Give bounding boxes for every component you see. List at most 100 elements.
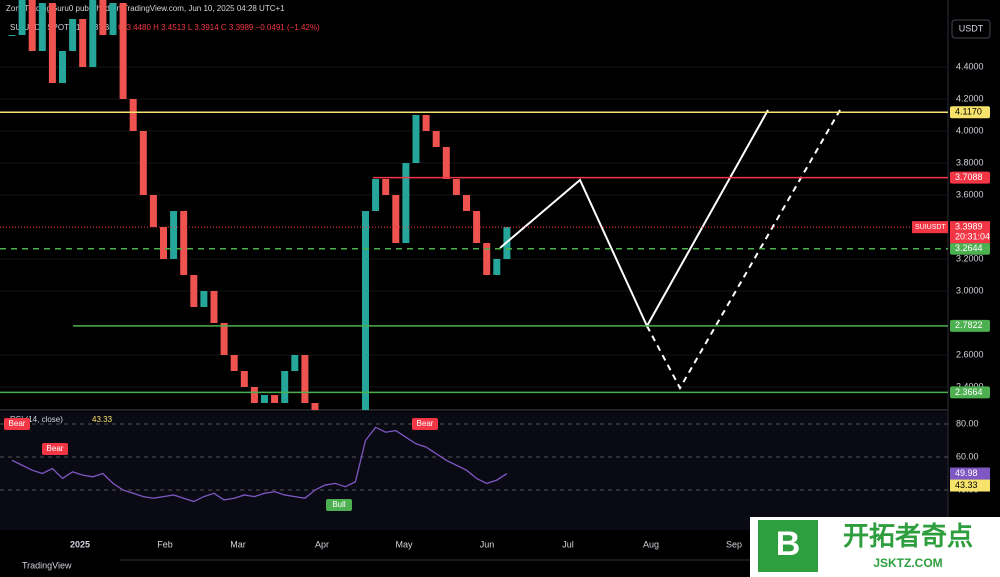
price-label: 3.0000 xyxy=(956,285,984,295)
time-label: Feb xyxy=(157,539,173,549)
time-label: Sep xyxy=(726,539,742,549)
level-tag xyxy=(950,242,990,255)
candle xyxy=(119,3,127,99)
candle xyxy=(422,115,430,131)
current-price-tag xyxy=(950,221,990,244)
candle xyxy=(463,195,470,211)
projection-dashed xyxy=(646,109,841,391)
signal-tag xyxy=(4,418,30,430)
candle xyxy=(38,3,46,51)
price-label: 4.2000 xyxy=(956,93,984,103)
candle xyxy=(149,195,157,227)
watermark-logo xyxy=(758,520,818,572)
time-label: 2025 xyxy=(70,539,90,549)
candle xyxy=(432,131,440,147)
candle xyxy=(18,0,26,35)
candle xyxy=(200,291,208,307)
candle xyxy=(402,163,410,243)
current-symbol: SUIUSDT xyxy=(915,224,946,231)
candle xyxy=(28,0,36,51)
candle xyxy=(240,371,248,387)
level-label: 2.3664 xyxy=(955,387,983,397)
candle xyxy=(99,0,107,35)
rsi-axis-label: 60.00 xyxy=(956,451,979,461)
candle xyxy=(129,99,137,131)
candle xyxy=(210,291,218,323)
candle xyxy=(493,259,501,275)
candle xyxy=(261,395,268,403)
signal-tag xyxy=(42,443,68,455)
signal-label: Bear xyxy=(9,419,26,428)
price-label: 3.8000 xyxy=(956,157,984,167)
countdown: 20:31:04 xyxy=(955,232,990,242)
candle xyxy=(382,179,390,195)
rsi-ma-value: 43.33 xyxy=(955,480,978,490)
rsi-axis-label: 80.00 xyxy=(956,418,979,428)
level-tag xyxy=(950,386,990,399)
rsi-pane xyxy=(0,412,948,530)
watermark-name: 开拓者奇点 xyxy=(843,521,973,551)
price-label: 3.6000 xyxy=(956,189,984,199)
candle xyxy=(442,147,450,179)
current-price: 3.3989 xyxy=(955,222,983,232)
currency[interactable]: USDT xyxy=(959,23,984,33)
price-label: 2.4000 xyxy=(956,381,984,391)
candle xyxy=(291,355,299,371)
candle xyxy=(473,211,481,243)
watermark-url: JSKTZ.COM xyxy=(873,556,942,570)
currency-button[interactable] xyxy=(951,19,991,39)
candle xyxy=(8,35,16,36)
time-label: Aug xyxy=(643,539,659,549)
signal-label: Bull xyxy=(332,500,346,509)
price-label: 4.4000 xyxy=(956,61,984,71)
candle xyxy=(362,211,369,410)
level-tag xyxy=(950,171,990,184)
candle xyxy=(160,227,167,259)
level-label: 3.7088 xyxy=(955,172,983,182)
level-tag xyxy=(950,319,990,332)
footer-brand: TradingView xyxy=(22,560,72,570)
candle xyxy=(271,395,279,403)
candle xyxy=(311,403,319,410)
rsi-line xyxy=(11,426,508,503)
candle xyxy=(281,371,289,403)
level-label: 4.1170 xyxy=(955,107,982,117)
level-tag xyxy=(950,106,990,119)
candle xyxy=(109,3,117,35)
published: ZoneTradingGuru0 published on TradingVie… xyxy=(6,4,285,13)
candle xyxy=(139,131,147,195)
rsi-ma-tag xyxy=(950,479,990,492)
level-label: 2.7822 xyxy=(955,320,983,330)
time-label: Jun xyxy=(480,539,495,549)
rsi-ma-header: 43.33 xyxy=(92,415,113,424)
symbol: SUIUSDT SPOT · 1D · BYBIT xyxy=(10,23,117,32)
candle xyxy=(250,387,258,403)
candle xyxy=(170,211,178,259)
signal-label: Bear xyxy=(417,419,434,428)
rsi-tag xyxy=(950,467,990,480)
candle xyxy=(190,275,198,307)
time-label: Jul xyxy=(562,539,574,549)
candle xyxy=(48,3,56,83)
ohlc: O 3.4480 H 3.4513 L 3.3914 C 3.3989 −0.0… xyxy=(118,23,320,32)
footer xyxy=(0,559,120,577)
candle xyxy=(59,51,66,83)
signal-tag xyxy=(412,418,438,430)
projection-line xyxy=(499,109,769,329)
candle xyxy=(230,355,238,371)
candle xyxy=(180,211,188,275)
candle xyxy=(220,323,228,355)
watermark-logo-letter: B xyxy=(776,525,801,563)
level-label: 3.2644 xyxy=(955,243,983,253)
candle xyxy=(483,243,491,275)
rsi-value: 49.98 xyxy=(955,468,978,478)
current-tag xyxy=(912,221,948,234)
rsi-title: RSI (14, close) xyxy=(10,415,63,424)
time-label: Apr xyxy=(315,539,329,549)
price-label: 2.6000 xyxy=(956,349,984,359)
price-label: 4.0000 xyxy=(956,125,984,135)
price-label: 3.2000 xyxy=(956,253,984,263)
candle xyxy=(301,355,309,403)
signal-tag xyxy=(326,499,352,511)
